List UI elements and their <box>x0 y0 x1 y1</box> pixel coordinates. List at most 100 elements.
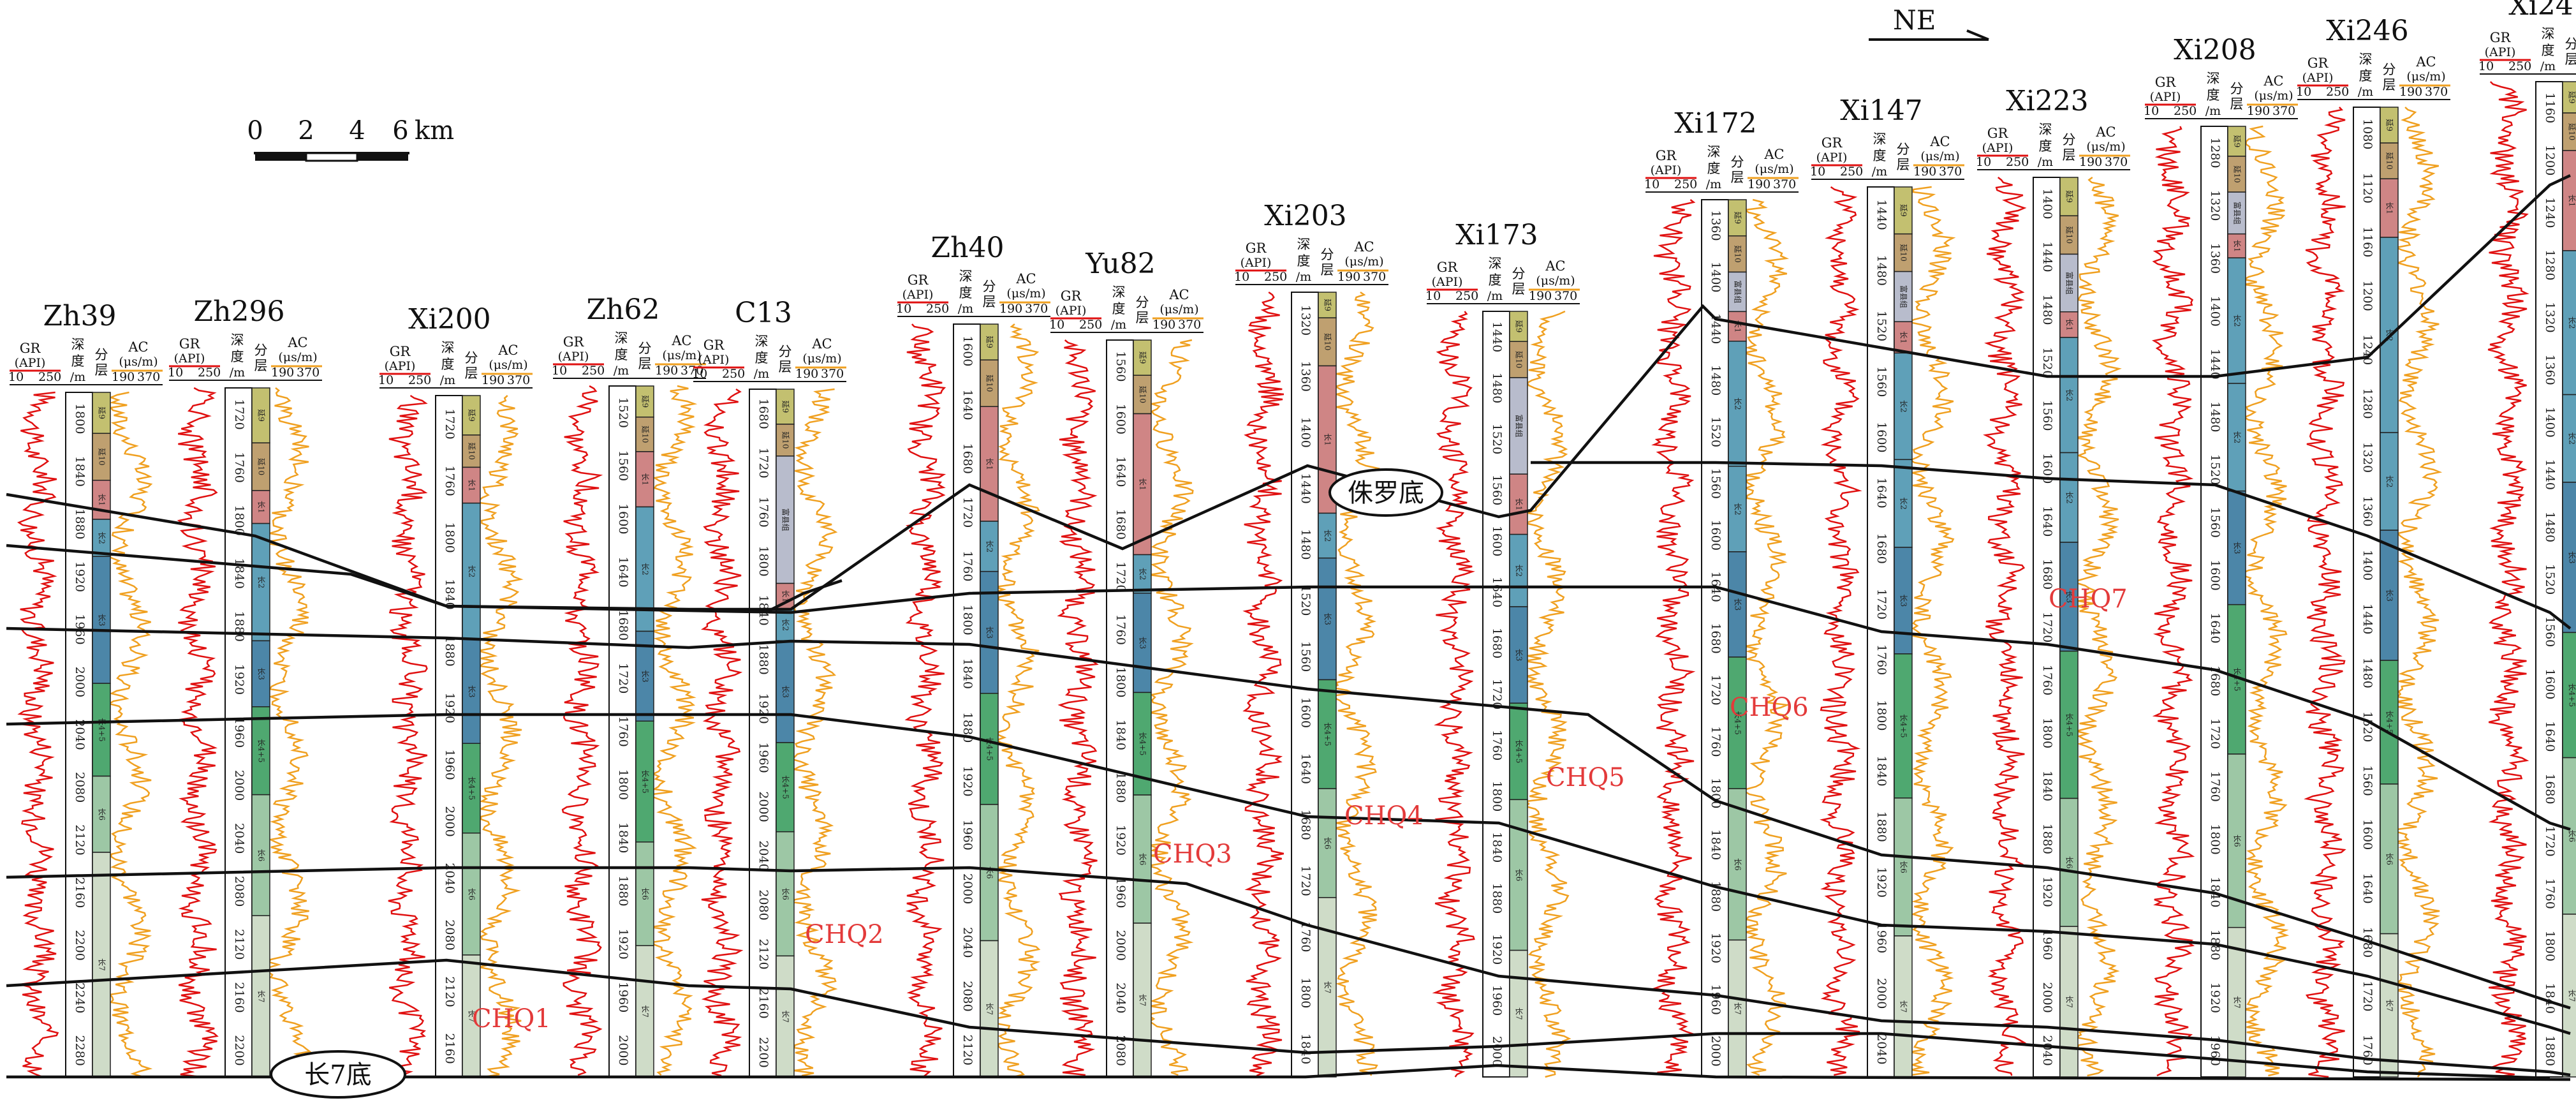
depth-tick-label: 2000 <box>1490 1036 1504 1067</box>
depth-header-label: 深 <box>2207 71 2220 86</box>
zone-label: 延10 <box>2385 152 2394 170</box>
depth-tick-label: 1840 <box>1874 755 1888 786</box>
depth-header-label-2: 度 <box>2207 87 2220 103</box>
depth-tick-label: 1720 <box>2040 612 2054 642</box>
zone-label: 长6 <box>2568 829 2576 842</box>
depth-header-label: 深 <box>2542 26 2555 41</box>
depth-tick-label: 1600 <box>616 503 630 534</box>
zone-label: 富县组 <box>2065 272 2075 295</box>
depth-unit-label: /m <box>754 367 769 381</box>
depth-unit-label: /m <box>1872 165 1887 179</box>
gr-range-max: 250 <box>1455 289 1478 303</box>
gr-unit-label: (API) <box>1432 275 1463 289</box>
zone-label: 延9 <box>467 409 476 422</box>
depth-tick-label: 2040 <box>960 927 975 958</box>
depth-tick-label: 1800 <box>2040 718 2054 748</box>
layer-header-label-2: 层 <box>1512 281 1526 297</box>
ac-range-max: 370 <box>507 373 530 387</box>
depth-tick-label: 1760 <box>756 496 770 527</box>
depth-tick-label: 1920 <box>1490 934 1504 965</box>
zone-label: 延10 <box>98 448 107 465</box>
well-name: Xi172 <box>1674 107 1756 140</box>
depth-tick-label: 2040 <box>1114 983 1128 1013</box>
zone-label: 长3 <box>98 614 107 627</box>
depth-tick-label: 1920 <box>616 929 630 960</box>
zone-label: 延10 <box>1515 351 1524 368</box>
depth-tick-label: 1760 <box>1874 644 1888 675</box>
depth-tick-label: 1920 <box>2208 983 2222 1013</box>
ac-curve <box>651 386 695 1075</box>
zone-label: 长3 <box>1323 612 1332 625</box>
depth-tick-label: 1960 <box>232 717 246 748</box>
gr-curve <box>907 324 945 1077</box>
depth-tick-label: 2280 <box>73 1035 87 1066</box>
depth-tick-label: 1800 <box>443 522 457 552</box>
depth-tick-label: 1640 <box>1114 456 1128 487</box>
ac-range-min: 190 <box>1529 289 1552 303</box>
depth-tick-label: 1680 <box>1874 533 1888 564</box>
ac-range-min: 190 <box>1913 165 1936 179</box>
ac-curve <box>2395 107 2440 1077</box>
depth-tick-label: 1440 <box>1874 199 1888 230</box>
gr-curve <box>1985 177 2024 1076</box>
zone-label: 长1 <box>2568 195 2576 207</box>
ac-range-min: 190 <box>655 364 678 378</box>
depth-tick-label: 1960 <box>443 749 457 780</box>
ac-range-max: 370 <box>1025 302 1048 316</box>
depth-tick-label: 1720 <box>443 408 457 439</box>
ac-range-min: 190 <box>2079 155 2102 169</box>
depth-tick-label: 1920 <box>756 693 770 723</box>
depth-tick-label: 1480 <box>2543 512 2557 542</box>
depth-tick-label: 1520 <box>2208 454 2222 485</box>
depth-column <box>953 324 980 1077</box>
zone-label: 长3 <box>781 685 790 698</box>
layer-header-label-2: 层 <box>254 358 268 373</box>
ac-range-min: 190 <box>482 373 504 387</box>
gr-curve <box>1654 200 1694 1075</box>
depth-tick-label: 1680 <box>756 398 770 429</box>
ac-range-max: 370 <box>2425 85 2448 99</box>
ac-unit-label: (μs/m) <box>2406 70 2445 84</box>
gr-curve <box>2154 126 2193 1076</box>
ac-range-max: 370 <box>2272 104 2295 118</box>
depth-tick-label: 1680 <box>1709 623 1723 653</box>
zone-label: 长7 <box>2233 996 2242 1009</box>
zone-label: 富县组 <box>1515 415 1524 438</box>
ac-range-min: 190 <box>1337 270 1360 284</box>
zone-label: 长6 <box>467 888 476 901</box>
depth-header-label: 深 <box>231 332 244 348</box>
gr-range-min: 10 <box>1976 155 1991 169</box>
gr-header-label: GR <box>1822 135 1843 151</box>
zone-label: 长7 <box>781 1010 790 1023</box>
depth-tick-label: 1400 <box>2208 296 2222 327</box>
depth-unit-label: /m <box>2358 85 2373 99</box>
gr-range-min: 10 <box>1234 270 1249 284</box>
ac-header-label: AC <box>1015 271 1036 286</box>
zone-label: 长2 <box>2568 432 2576 445</box>
gr-header-label: GR <box>1656 148 1677 163</box>
depth-header-label: 深 <box>1873 131 1887 147</box>
ac-header-label: AC <box>2095 124 2116 140</box>
zone-label: 长2 <box>1323 530 1332 542</box>
depth-tick-label: 1720 <box>756 447 770 478</box>
depth-tick-label: 1960 <box>960 820 975 850</box>
ac-unit-label: (μs/m) <box>278 350 317 364</box>
depth-tick-label: 2000 <box>756 791 770 822</box>
ac-header-label: AC <box>2263 73 2283 89</box>
layer-header-label-2: 层 <box>1731 170 1744 185</box>
ac-range-max: 370 <box>1773 177 1796 191</box>
zone-label: 长4+5 <box>2065 713 2074 736</box>
zone-label: 富县组 <box>1899 285 1909 308</box>
depth-tick-label: 1760 <box>960 551 975 581</box>
zone-label: 延10 <box>1733 245 1742 262</box>
gr-range-min: 10 <box>552 364 567 378</box>
gr-range-max: 250 <box>2006 155 2029 169</box>
zone-label: 长6 <box>1733 858 1742 871</box>
depth-header-label: 深 <box>615 330 628 346</box>
well-name: Xi208 <box>2174 34 2256 66</box>
zone-label: 长2 <box>1899 400 1908 413</box>
gr-range-max: 250 <box>1079 318 1102 332</box>
depth-header-label-2: 度 <box>1112 301 1126 316</box>
